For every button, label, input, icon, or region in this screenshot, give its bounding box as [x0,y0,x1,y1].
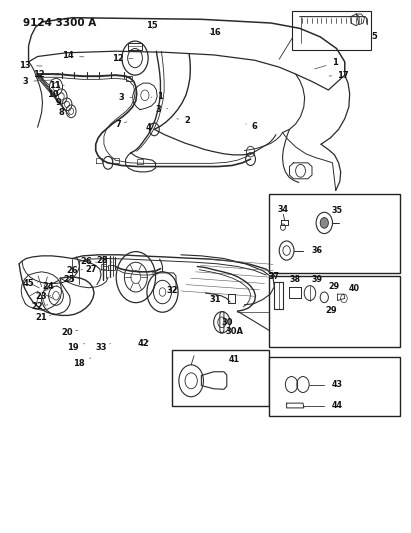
Text: 45: 45 [23,279,37,288]
Bar [292,11,371,50]
Text: 12: 12 [33,70,58,78]
Bar [269,194,400,273]
Text: 1: 1 [151,92,164,101]
Text: 15: 15 [145,21,157,30]
Text: 37: 37 [269,272,280,280]
Text: 35: 35 [331,206,342,215]
Bar [269,276,400,348]
Text: 19: 19 [67,343,85,352]
Text: 9124 3300 A: 9124 3300 A [23,18,97,28]
Text: 36: 36 [312,246,323,255]
Text: 16: 16 [209,28,220,37]
Text: 22: 22 [32,302,48,311]
Text: 29: 29 [326,305,337,314]
Text: 4: 4 [145,123,156,132]
Text: 12: 12 [111,54,133,62]
Text: 44: 44 [332,401,343,410]
Text: 3: 3 [155,105,168,114]
Text: 25: 25 [64,275,79,284]
Text: 20: 20 [61,328,78,337]
Text: 10: 10 [47,90,63,99]
Text: 2: 2 [177,116,190,125]
Text: 41: 41 [229,355,240,364]
Text: 23: 23 [35,292,51,301]
Text: 7: 7 [116,119,127,128]
Text: 6: 6 [246,122,258,131]
Text: 30A: 30A [225,327,243,336]
Text: 17: 17 [329,70,349,79]
Text: 42: 42 [137,338,149,348]
Text: 11: 11 [49,81,64,90]
Text: 18: 18 [73,358,91,368]
Text: 30: 30 [222,318,233,327]
Circle shape [320,217,328,228]
Bar [269,357,400,416]
Text: 1: 1 [315,59,337,69]
Text: 33: 33 [95,343,111,352]
Text: 8: 8 [58,108,70,117]
Text: 26: 26 [67,266,83,275]
Text: 38: 38 [289,274,300,284]
Text: 3: 3 [119,93,132,102]
Text: 43: 43 [332,380,343,389]
Text: 28: 28 [97,256,112,264]
Text: 3: 3 [22,77,51,86]
Text: 5: 5 [371,33,377,42]
Text: 40: 40 [349,284,360,293]
Text: 27: 27 [86,265,102,273]
Text: 9: 9 [55,98,67,107]
Text: 24: 24 [42,282,57,291]
Text: 29: 29 [328,282,339,291]
Text: 21: 21 [35,312,51,321]
Text: 26: 26 [81,257,97,265]
Text: 32: 32 [166,286,178,295]
Text: 34: 34 [277,205,288,214]
Bar [172,350,269,406]
Text: 13: 13 [19,61,42,70]
Text: 14: 14 [62,52,84,60]
Text: 39: 39 [312,274,323,284]
Text: 31: 31 [210,295,222,304]
